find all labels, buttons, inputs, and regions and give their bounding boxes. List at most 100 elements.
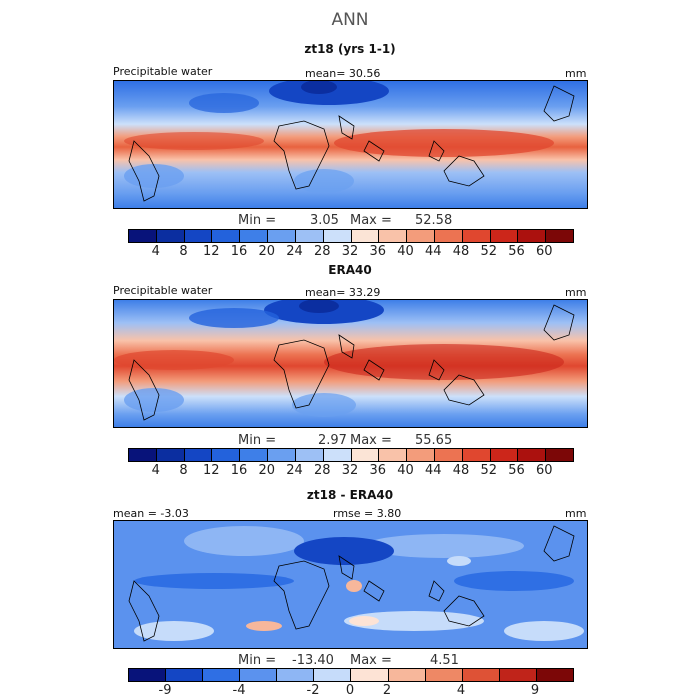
panel-2-mean-label: mean= 33.29 bbox=[305, 286, 381, 299]
colorbar-tick-label: 4 bbox=[456, 683, 466, 698]
colorbar-tick-label: 36 bbox=[369, 463, 387, 478]
colorbar-box bbox=[388, 669, 426, 681]
panel-1-unit-label: mm bbox=[565, 67, 587, 80]
panel-3-max-label: Max = bbox=[350, 653, 392, 668]
colorbar-box bbox=[129, 669, 167, 681]
panel-1-min-value: 3.05 bbox=[310, 213, 339, 228]
colorbar-box bbox=[129, 449, 157, 461]
panel-1-mean-label: mean= 30.56 bbox=[305, 67, 381, 80]
panel-2-min-value: 2.97 bbox=[318, 433, 347, 448]
colorbar-tick-label: 24 bbox=[286, 463, 303, 478]
panel-1-min-label: Min = bbox=[238, 213, 277, 228]
colorbar-tick-label: 48 bbox=[452, 244, 470, 259]
panel-1-variable-label: Precipitable water bbox=[113, 65, 213, 78]
colorbar-box bbox=[518, 230, 547, 242]
colorbar-box bbox=[499, 669, 537, 681]
colorbar-tick-label: 8 bbox=[179, 244, 188, 259]
colorbar-tick-label: 56 bbox=[508, 244, 525, 259]
colorbar-box bbox=[434, 230, 463, 242]
colorbar-tick-label: 44 bbox=[424, 244, 442, 259]
colorbar-tick-label: 32 bbox=[341, 244, 359, 259]
panel-2-unit-label: mm bbox=[565, 286, 587, 299]
colorbar-box bbox=[277, 669, 315, 681]
colorbar-box bbox=[156, 449, 185, 461]
colorbar-box bbox=[203, 669, 241, 681]
colorbar-tick-label: 24 bbox=[286, 244, 303, 259]
panel-3-max-value: 4.51 bbox=[430, 653, 459, 668]
colorbar-box bbox=[379, 230, 408, 242]
panel-2-max-value: 55.65 bbox=[415, 433, 453, 448]
colorbar-box bbox=[295, 449, 324, 461]
colorbar-tick-label: 60 bbox=[535, 463, 553, 478]
colorbar-box bbox=[462, 449, 491, 461]
colorbar-tick-label: 12 bbox=[202, 244, 220, 259]
colorbar-box bbox=[536, 669, 573, 681]
panel-1-map bbox=[113, 80, 588, 209]
colorbar-box bbox=[518, 449, 547, 461]
colorbar-tick-label: 20 bbox=[258, 244, 276, 259]
panel-3-unit-label: mm bbox=[565, 507, 587, 520]
colorbar-tick-label: 56 bbox=[508, 463, 525, 478]
panel-1-max-label: Max = bbox=[350, 213, 392, 228]
panel-2-colorbar bbox=[128, 448, 574, 462]
colorbar-tick-label: 52 bbox=[480, 463, 498, 478]
colorbar-box bbox=[490, 230, 519, 242]
figure-title: ANN bbox=[331, 10, 369, 30]
colorbar-box bbox=[546, 230, 573, 242]
colorbar-box bbox=[462, 230, 491, 242]
colorbar-tick-label: 48 bbox=[452, 463, 470, 478]
colorbar-box bbox=[240, 230, 269, 242]
colorbar-tick-label: -9 bbox=[158, 683, 172, 698]
colorbar-tick-label: -4 bbox=[232, 683, 246, 698]
panel-3-colorbar bbox=[128, 668, 574, 682]
colorbar-tick-label: 32 bbox=[341, 463, 359, 478]
colorbar-box bbox=[314, 669, 352, 681]
panel-2-variable-label: Precipitable water bbox=[113, 284, 213, 297]
panel-2-title: ERA40 bbox=[328, 263, 372, 277]
colorbar-tick-label: 4 bbox=[151, 463, 160, 478]
colorbar-tick-label: 28 bbox=[313, 244, 331, 259]
colorbar-tick-label: 52 bbox=[480, 244, 498, 259]
panel-3-min-value: -13.40 bbox=[292, 653, 334, 668]
colorbar-box bbox=[546, 449, 573, 461]
colorbar-box bbox=[351, 230, 380, 242]
colorbar-tick-label: 40 bbox=[397, 244, 414, 259]
colorbar-box bbox=[407, 449, 435, 461]
panel-3-min-label: Min = bbox=[238, 653, 277, 668]
colorbar-tick-label: 20 bbox=[258, 463, 276, 478]
colorbar-tick-label: 16 bbox=[230, 244, 248, 259]
colorbar-box bbox=[351, 669, 389, 681]
colorbar-box bbox=[184, 230, 213, 242]
colorbar-box bbox=[462, 669, 500, 681]
colorbar-box bbox=[295, 230, 324, 242]
colorbar-tick-label: 36 bbox=[369, 244, 387, 259]
panel-3-map bbox=[113, 520, 588, 649]
panel-3-title: zt18 - ERA40 bbox=[306, 488, 394, 502]
panel-3-mean-label: mean = -3.03 bbox=[113, 507, 189, 520]
colorbar-box bbox=[212, 230, 241, 242]
panel-2-map bbox=[113, 299, 588, 428]
colorbar-tick-label: 12 bbox=[202, 463, 220, 478]
colorbar-box bbox=[425, 669, 463, 681]
colorbar-tick-label: 9 bbox=[530, 683, 540, 698]
colorbar-box bbox=[240, 669, 278, 681]
colorbar-box bbox=[434, 449, 463, 461]
colorbar-box bbox=[323, 449, 352, 461]
colorbar-tick-label: 16 bbox=[230, 463, 248, 478]
colorbar-tick-label: 60 bbox=[535, 244, 553, 259]
colorbar-tick-label: 0 bbox=[345, 683, 355, 698]
colorbar-box bbox=[166, 669, 204, 681]
colorbar-box bbox=[379, 449, 408, 461]
panel-2-min-label: Min = bbox=[238, 433, 277, 448]
colorbar-box bbox=[323, 230, 352, 242]
colorbar-tick-label: -2 bbox=[306, 683, 320, 698]
panel-3-rmse-label: rmse = 3.80 bbox=[333, 507, 402, 520]
colorbar-box bbox=[268, 449, 296, 461]
colorbar-tick-label: 2 bbox=[382, 683, 392, 698]
colorbar-box bbox=[268, 230, 296, 242]
colorbar-box bbox=[407, 230, 435, 242]
panel-2-max-label: Max = bbox=[350, 433, 392, 448]
colorbar-tick-label: 28 bbox=[313, 463, 331, 478]
colorbar-tick-label: 44 bbox=[424, 463, 442, 478]
panel-1-title: zt18 (yrs 1-1) bbox=[304, 42, 396, 56]
